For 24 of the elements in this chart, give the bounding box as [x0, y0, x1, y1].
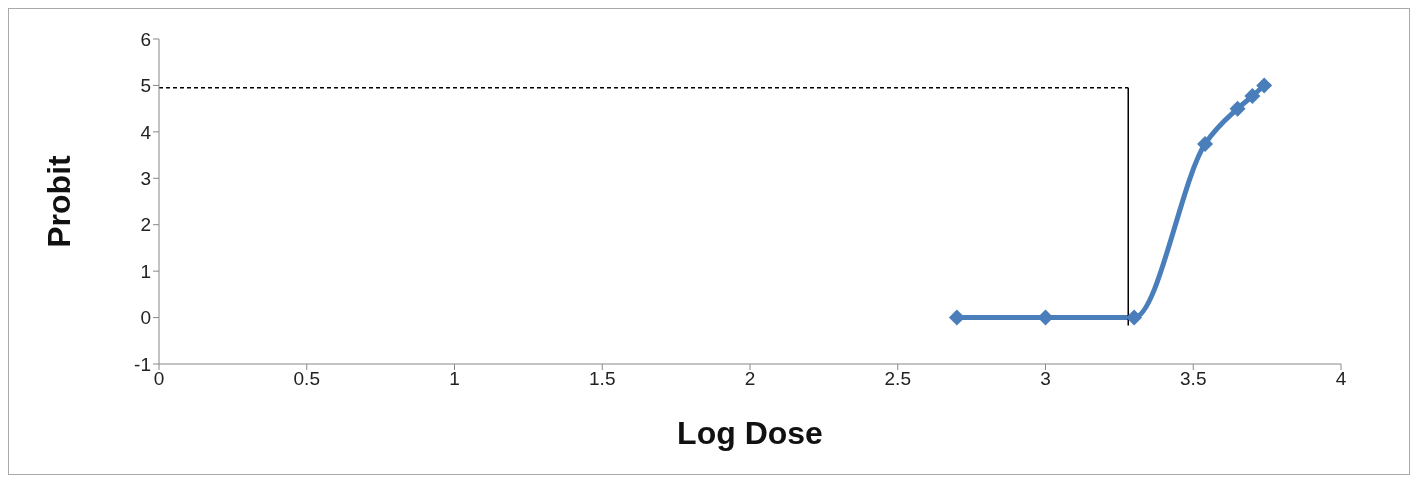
point — [1256, 77, 1273, 94]
x-tick-label: 2.5 — [884, 368, 911, 390]
point — [948, 309, 965, 326]
y-axis-title: Probit — [41, 154, 78, 248]
x-tick-label: 3 — [1040, 368, 1051, 390]
point — [1197, 135, 1214, 152]
x-tick-label: 1 — [449, 368, 460, 390]
x-tick-label: 4 — [1335, 368, 1347, 390]
y-tick-label: 5 — [140, 75, 151, 97]
point — [1126, 309, 1143, 326]
y-tick-label: -1 — [134, 353, 151, 375]
y-tick-label: 2 — [140, 214, 151, 236]
x-tick-label: 0.5 — [293, 368, 320, 390]
point — [1229, 100, 1246, 117]
x-tick-label: 3.5 — [1180, 368, 1207, 390]
x-axis-title: Log Dose — [677, 415, 823, 451]
point — [1244, 88, 1261, 105]
x-tick-label: 1.5 — [589, 368, 616, 390]
y-tick-label: 0 — [140, 307, 151, 329]
y-tick-label: 4 — [140, 121, 152, 143]
x-tick-label: 2 — [744, 368, 756, 390]
y-tick-label: 3 — [140, 168, 151, 190]
y-tick-label: 1 — [140, 260, 151, 282]
y-tick-label: 6 — [140, 28, 151, 50]
